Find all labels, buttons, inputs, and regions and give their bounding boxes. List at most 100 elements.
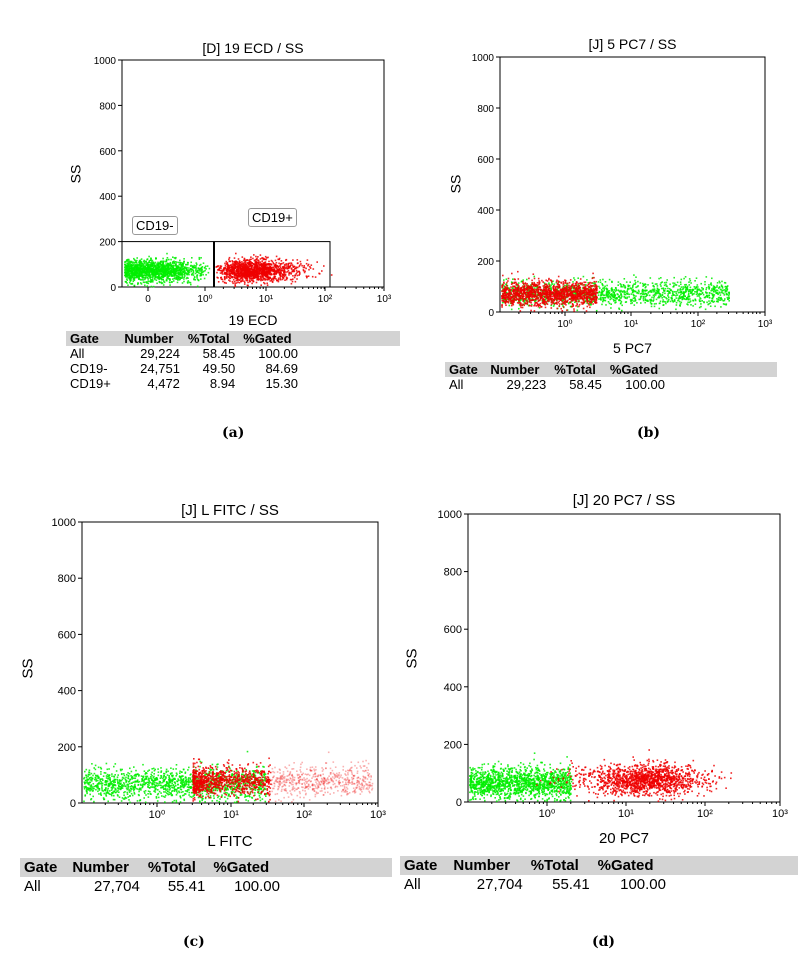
data-point xyxy=(152,285,155,288)
data-point xyxy=(665,283,667,286)
data-point xyxy=(166,272,169,274)
data-point xyxy=(540,288,543,291)
data-point xyxy=(530,285,532,288)
data-point xyxy=(510,308,513,311)
data-point xyxy=(267,256,269,259)
panel-a: [D] 19 ECD / SS SS 0 200 400 600 800 1000 0 10⁰… xyxy=(0,0,405,450)
data-point xyxy=(528,300,531,303)
data-point xyxy=(229,265,232,267)
plot-frame xyxy=(121,59,385,288)
data-point xyxy=(550,287,552,289)
data-point xyxy=(682,297,684,299)
data-point xyxy=(234,284,236,286)
data-point xyxy=(702,287,704,290)
data-point xyxy=(260,269,263,271)
data-point xyxy=(144,270,147,273)
data-point xyxy=(664,287,667,290)
data-point xyxy=(147,280,149,282)
data-point xyxy=(659,300,662,303)
data-point xyxy=(556,285,559,288)
data-point xyxy=(613,295,616,297)
data-point xyxy=(139,259,142,262)
data-point xyxy=(219,266,222,269)
data-point xyxy=(572,281,574,283)
data-point xyxy=(545,300,547,303)
data-point xyxy=(251,279,253,282)
data-point xyxy=(180,265,183,267)
data-point xyxy=(661,297,663,299)
data-point xyxy=(263,277,266,280)
data-point xyxy=(577,297,579,300)
data-point xyxy=(692,299,694,302)
data-point xyxy=(515,295,518,298)
data-point xyxy=(680,290,683,293)
data-point xyxy=(687,298,690,301)
data-point xyxy=(545,279,547,282)
data-point xyxy=(264,273,266,275)
data-point xyxy=(681,292,684,295)
data-point xyxy=(282,266,284,268)
data-point xyxy=(156,270,158,272)
data-point xyxy=(250,277,253,280)
data-point xyxy=(612,291,614,293)
data-point xyxy=(177,267,179,269)
data-point xyxy=(537,294,539,297)
data-point xyxy=(126,282,128,284)
data-point xyxy=(239,264,241,266)
data-point xyxy=(293,265,295,268)
data-point xyxy=(172,280,175,282)
data-point xyxy=(632,293,635,296)
data-point xyxy=(633,283,635,285)
data-point xyxy=(634,300,637,302)
data-point xyxy=(658,293,661,295)
data-point xyxy=(683,297,685,300)
data-point xyxy=(224,262,226,265)
data-point xyxy=(131,269,134,271)
data-point xyxy=(673,276,675,279)
data-point xyxy=(185,272,187,275)
data-point xyxy=(256,267,259,269)
data-point xyxy=(192,266,195,268)
data-point xyxy=(562,285,565,287)
data-point xyxy=(263,266,266,268)
data-point xyxy=(712,294,715,297)
data-point xyxy=(663,290,665,292)
data-point xyxy=(525,296,527,299)
data-point xyxy=(568,284,570,287)
data-point xyxy=(621,309,623,312)
data-point xyxy=(267,272,269,274)
data-point xyxy=(705,287,708,289)
data-point xyxy=(280,260,283,262)
data-point xyxy=(235,265,238,268)
data-point xyxy=(578,298,580,300)
data-point xyxy=(608,295,610,297)
data-point xyxy=(247,268,249,270)
data-point xyxy=(251,268,254,271)
data-point xyxy=(139,262,141,265)
data-point xyxy=(261,275,264,278)
data-point xyxy=(255,255,257,258)
data-point xyxy=(153,263,156,265)
data-point xyxy=(615,289,618,292)
data-point xyxy=(684,285,687,288)
data-point xyxy=(653,297,655,299)
data-point xyxy=(245,279,247,282)
data-point xyxy=(309,266,311,268)
data-point xyxy=(716,289,719,292)
data-point xyxy=(548,277,550,280)
data-point xyxy=(259,254,262,256)
data-point xyxy=(284,274,287,277)
data-point xyxy=(624,291,627,293)
data-point xyxy=(228,260,231,262)
data-point xyxy=(243,283,246,285)
data-point xyxy=(304,270,306,273)
data-point xyxy=(668,290,670,293)
data-point xyxy=(158,262,161,265)
data-point xyxy=(516,298,518,300)
data-point xyxy=(254,259,257,261)
data-point xyxy=(276,272,278,274)
data-point xyxy=(240,262,243,265)
data-point xyxy=(248,274,251,276)
data-point xyxy=(618,308,621,310)
